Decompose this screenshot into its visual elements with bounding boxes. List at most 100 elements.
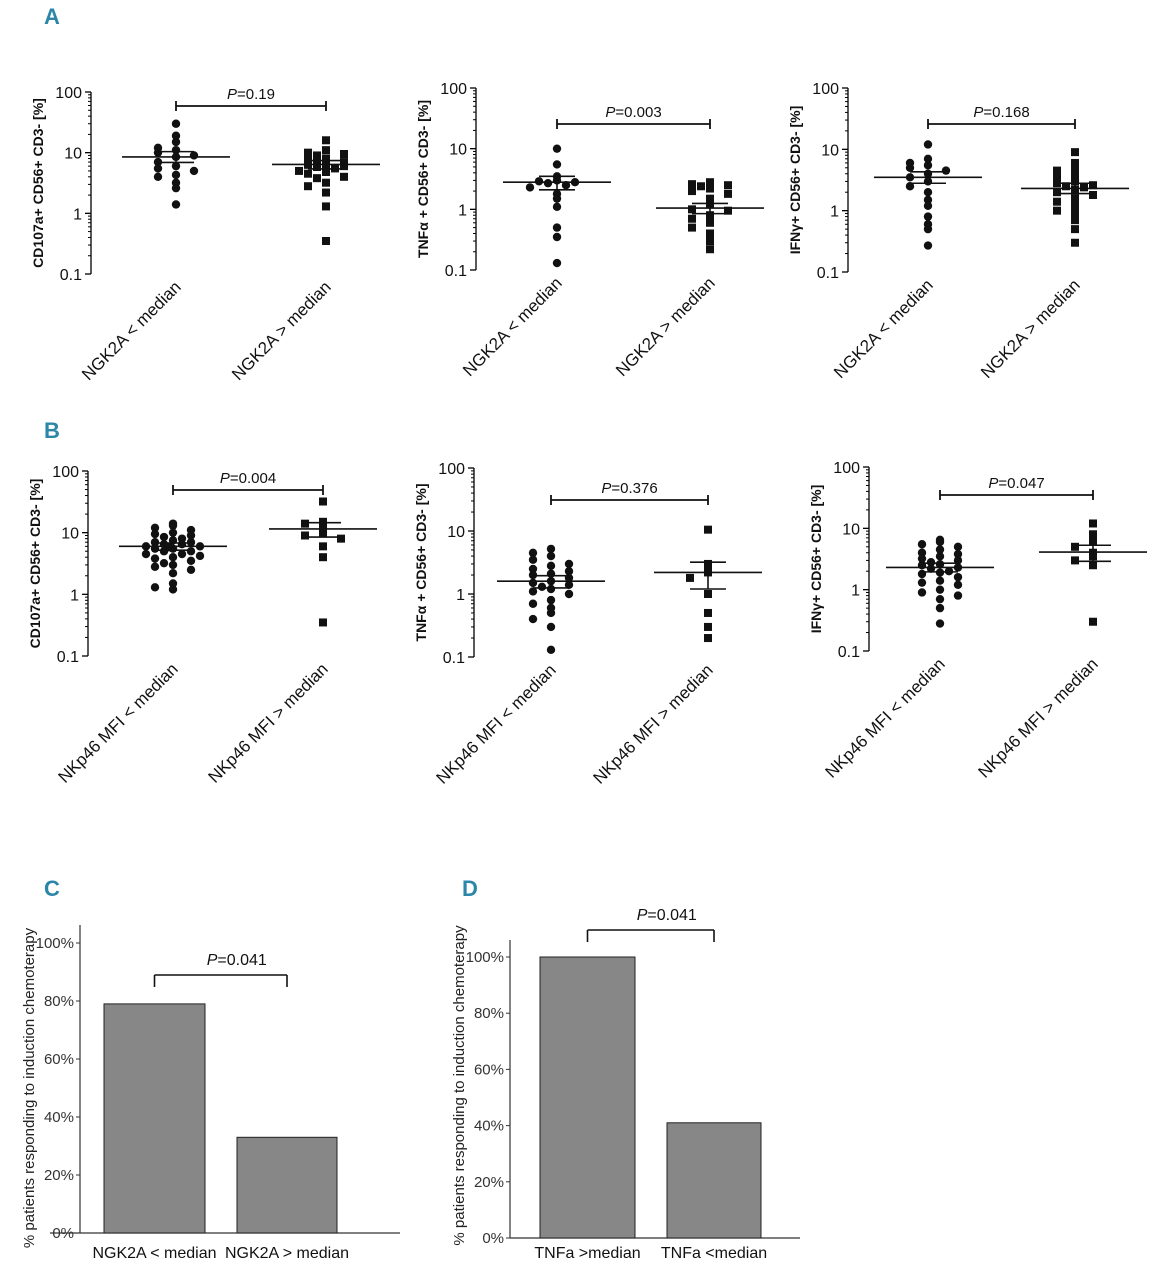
data-point-b1-s1 (186, 556, 196, 565)
data-point-b3-s2 (1089, 519, 1097, 528)
data-point-b3-s1 (926, 564, 936, 573)
data-point-b3-s1 (917, 569, 927, 579)
data-point-a3-s2 (1053, 206, 1061, 215)
bar-c-1 (103, 1003, 206, 1234)
data-point-a2-s2 (724, 189, 732, 198)
data-point-a1-s2 (313, 158, 321, 167)
data-point-a2-s1 (552, 160, 562, 169)
y-tick-label-a1: 0.1 (60, 267, 82, 284)
x-category-label-a2: NGK2A > median (612, 273, 719, 380)
data-point-a1-s1 (153, 164, 163, 173)
y-axis-label-d: % patients responding to induction chemo… (451, 925, 468, 1246)
data-point-b1-s1 (150, 562, 160, 571)
data-point-a1-s1 (189, 166, 199, 176)
data-point-b1-s1 (177, 549, 187, 559)
data-point-b2-s1 (546, 561, 556, 571)
data-point-a2-s2 (688, 187, 696, 196)
data-point-a1-s1 (171, 131, 181, 140)
p-value-label-b2: P=0.376 (601, 480, 657, 497)
y-tick-label-a2: 0.1 (445, 263, 467, 280)
data-point-a1-s1 (171, 183, 181, 193)
data-point-b3-s1 (935, 619, 945, 628)
panel-label-c: C (44, 876, 60, 901)
data-point-b2-s1 (546, 608, 556, 618)
data-point-a1-s2 (322, 202, 330, 211)
data-point-a1-s1 (171, 170, 181, 180)
x-category-label-a2: NGK2A < median (459, 273, 566, 380)
y-axis-label-a3: IFNγ+ CD56+ CD3- [%] (787, 106, 803, 255)
y-tick-label-b1: 100 (52, 464, 79, 481)
data-point-a3-s1 (923, 241, 933, 250)
data-point-b1-s1 (150, 583, 160, 592)
data-point-a3-s2 (1080, 183, 1088, 192)
data-point-a3-s1 (923, 154, 933, 164)
data-point-a2-s1 (552, 144, 562, 153)
p-value-label-d: P=0.041 (637, 907, 697, 924)
data-point-b1-s1 (159, 558, 169, 568)
data-point-b2-s1 (564, 580, 574, 589)
data-point-b1-s1 (168, 528, 178, 537)
x-category-label-a1: NGK2A < median (78, 277, 185, 384)
data-point-b3-s1 (935, 537, 945, 547)
data-point-a2-s2 (688, 180, 696, 189)
data-point-a2-s2 (706, 211, 714, 220)
data-point-b1-s1 (186, 565, 196, 574)
data-point-a3-s2 (1071, 201, 1079, 210)
data-point-b1-s2 (319, 517, 327, 526)
data-point-b3-s1 (917, 578, 927, 587)
data-point-a1-s2 (322, 168, 330, 177)
data-point-b1-s1 (150, 523, 160, 532)
x-category-label-d: TNFa >median (534, 1245, 640, 1262)
data-point-b1-s2 (301, 519, 309, 528)
y-tick-label-a3: 1 (830, 204, 839, 221)
data-point-a2-s2 (688, 214, 696, 223)
data-point-b1-s2 (319, 542, 327, 551)
data-point-a1-s1 (189, 151, 199, 160)
data-point-a3-s2 (1089, 191, 1097, 200)
x-category-label-b2: NKp46 MFI < median (432, 660, 559, 787)
data-point-b2-s1 (537, 582, 547, 592)
data-point-a3-s1 (923, 161, 933, 170)
x-category-label-a1: NGK2A > median (228, 277, 335, 384)
x-category-label-c: NGK2A < median (92, 1245, 216, 1262)
data-point-b2-s2 (704, 525, 712, 534)
y-tick-label-d: 40% (474, 1118, 504, 1135)
x-category-label-b1: NKp46 MFI > median (204, 659, 331, 786)
p-value-label-a3: P=0.168 (973, 104, 1029, 121)
data-point-a2-s1 (552, 232, 562, 242)
data-point-b2-s1 (564, 567, 574, 576)
bar-d-2 (666, 1122, 762, 1239)
data-point-a2-s2 (706, 184, 714, 193)
x-category-label-d: TNFa <median (661, 1245, 767, 1262)
x-category-label-c: NGK2A > median (225, 1245, 349, 1262)
data-point-b3-s1 (935, 585, 945, 594)
data-point-a3-s2 (1071, 194, 1079, 203)
data-point-a3-s2 (1053, 188, 1061, 197)
y-tick-label-c: 0% (52, 1225, 74, 1242)
data-point-b2-s1 (546, 645, 556, 655)
data-point-b1-s1 (141, 549, 151, 559)
data-point-b2-s1 (528, 614, 538, 624)
data-point-a1-s2 (340, 158, 348, 167)
y-tick-label-b1: 1 (70, 587, 79, 604)
data-point-a1-s2 (340, 150, 348, 159)
data-point-a1-s2 (313, 174, 321, 183)
y-tick-label-a2: 10 (449, 142, 467, 159)
y-axis-label-a2: TNFα + CD56+ CD3- [%] (415, 100, 431, 258)
data-point-b3-s1 (935, 603, 945, 613)
data-point-a2-s2 (688, 205, 696, 214)
data-point-a3-s2 (1053, 166, 1061, 175)
data-point-b3-s1 (926, 558, 936, 567)
y-tick-label-b2: 100 (438, 461, 465, 478)
data-point-b2-s1 (528, 599, 538, 608)
panel-label-a: A (44, 4, 60, 29)
y-tick-label-b3: 0.1 (838, 644, 860, 661)
x-category-label-a3: NGK2A < median (830, 275, 937, 382)
y-tick-label-a1: 10 (64, 146, 82, 163)
data-point-a1-s2 (304, 169, 312, 178)
data-point-b1-s1 (186, 547, 196, 556)
data-point-a3-s1 (923, 212, 933, 221)
data-point-b2-s1 (528, 555, 538, 564)
data-point-b1-s2 (319, 497, 327, 506)
